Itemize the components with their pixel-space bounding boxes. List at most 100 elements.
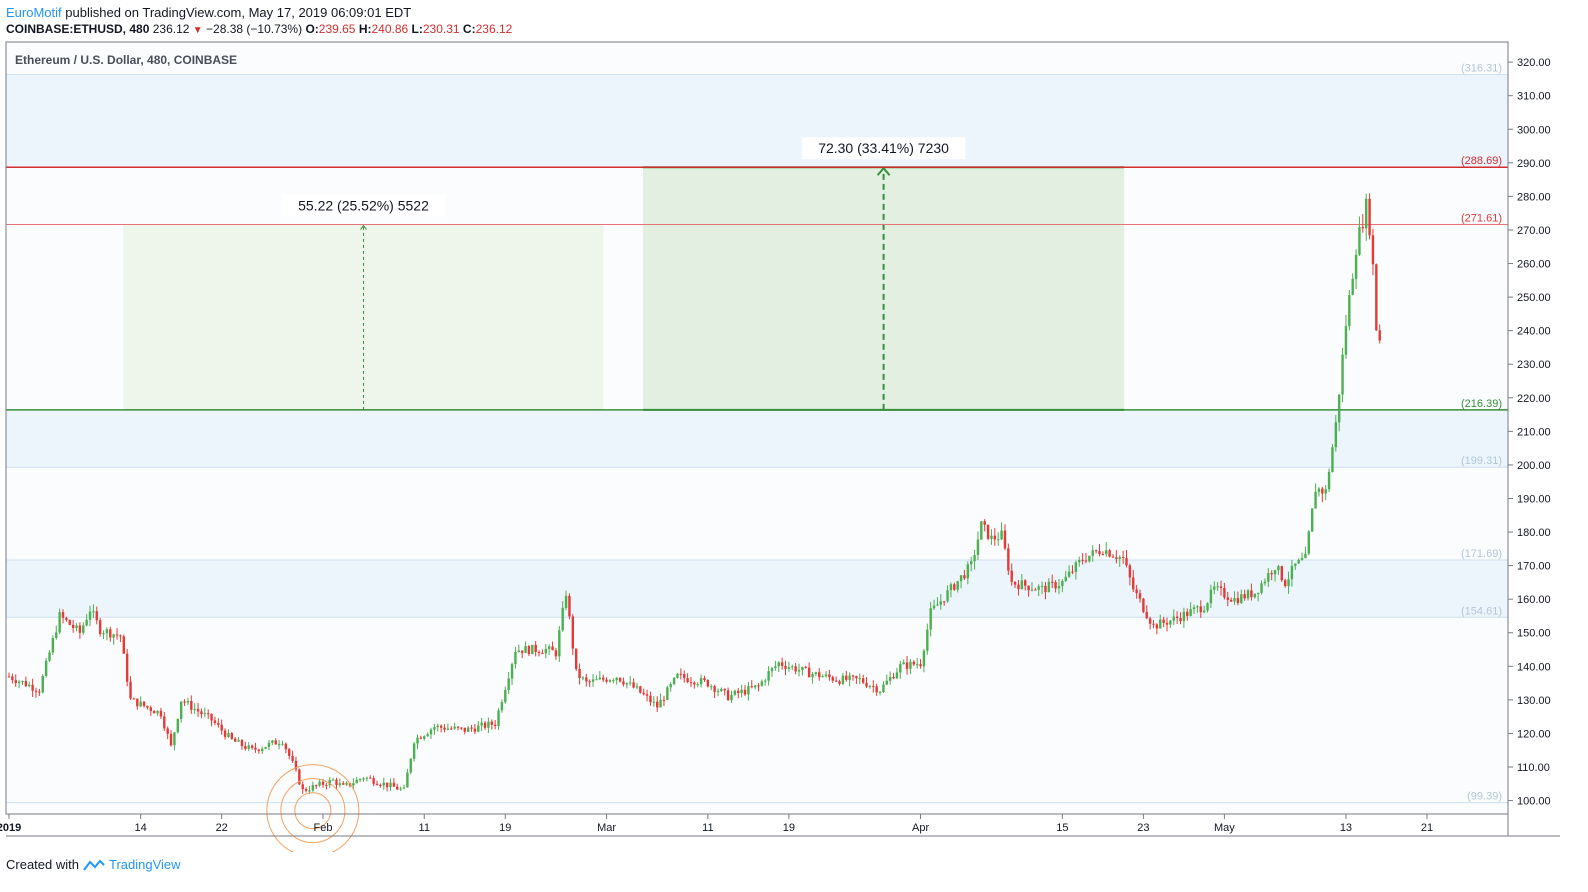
cycle-circle bbox=[280, 778, 346, 844]
candle-body bbox=[379, 784, 382, 786]
candle-body bbox=[1148, 618, 1152, 624]
tradingview-brand[interactable]: TradingView bbox=[108, 857, 181, 872]
candle-body bbox=[541, 653, 544, 655]
candle-body bbox=[652, 701, 656, 703]
candle-body bbox=[1044, 585, 1047, 593]
price-chart[interactable]: 55.22 (25.52%) 5522 72.30 (33.41%) 7230 (3… bbox=[0, 40, 1588, 852]
level-label: (154.61) bbox=[1461, 605, 1502, 617]
candle-body bbox=[531, 644, 534, 655]
level-label: (271.61) bbox=[1461, 213, 1502, 225]
candle-body bbox=[426, 734, 429, 737]
candle-body bbox=[942, 601, 946, 603]
candle-body bbox=[726, 690, 730, 701]
candle-body bbox=[419, 737, 423, 739]
candle-body bbox=[936, 604, 939, 606]
candle-body bbox=[210, 713, 213, 721]
tradingview-logo-icon bbox=[83, 859, 105, 871]
candle-body bbox=[291, 755, 294, 761]
candle-body bbox=[1246, 590, 1250, 599]
candle-body bbox=[632, 682, 635, 688]
candle-body bbox=[777, 662, 780, 667]
x-tick-label: Mar bbox=[597, 822, 616, 834]
candle-body bbox=[328, 779, 331, 786]
level-label: (171.69) bbox=[1461, 548, 1502, 560]
candle-body bbox=[446, 728, 450, 730]
candle-body bbox=[1078, 559, 1081, 563]
candle-body bbox=[946, 590, 949, 602]
candle-body bbox=[1071, 571, 1074, 573]
candle-body bbox=[14, 680, 17, 684]
candle-body bbox=[206, 713, 210, 715]
candle-body bbox=[483, 722, 487, 728]
candle-body bbox=[1243, 594, 1246, 599]
candle-body bbox=[1159, 619, 1162, 629]
measure-label: 55.22 (25.52%) 5522 bbox=[298, 198, 429, 214]
candle-body bbox=[770, 667, 774, 672]
candle-body bbox=[1027, 585, 1030, 591]
candle-body bbox=[669, 683, 672, 688]
candle-body bbox=[710, 686, 713, 688]
y-tick-label: 210.00 bbox=[1517, 426, 1551, 438]
candle-body bbox=[969, 561, 973, 565]
candle-body bbox=[490, 721, 493, 725]
candle-body bbox=[318, 781, 321, 786]
candle-body bbox=[524, 646, 527, 653]
candle-body bbox=[922, 650, 926, 667]
author-name[interactable]: EuroMotif bbox=[6, 5, 62, 20]
candle-body bbox=[227, 733, 230, 737]
candle-body bbox=[993, 535, 997, 540]
candle-body bbox=[92, 611, 95, 613]
candle-body bbox=[706, 680, 710, 687]
candle-body bbox=[1007, 548, 1010, 571]
y-tick-label: 100.00 bbox=[1517, 796, 1551, 808]
candle-body bbox=[385, 782, 389, 788]
candle-body bbox=[666, 687, 669, 700]
candle-body bbox=[261, 748, 264, 752]
candle-body bbox=[1253, 593, 1256, 598]
candle-body bbox=[119, 635, 122, 637]
candle-body bbox=[358, 779, 362, 781]
candle-body bbox=[1101, 554, 1105, 556]
candle-body bbox=[1314, 491, 1317, 509]
candle-body bbox=[554, 650, 558, 657]
candle-body bbox=[186, 700, 190, 703]
candle-body bbox=[217, 722, 220, 725]
candle-body bbox=[450, 728, 453, 730]
x-tick-label: 14 bbox=[135, 822, 147, 834]
candle-body bbox=[899, 664, 902, 673]
candle-body bbox=[355, 779, 358, 784]
candle-body bbox=[672, 677, 676, 684]
candle-body bbox=[1138, 593, 1142, 599]
candle-body bbox=[574, 648, 578, 670]
candle-body bbox=[625, 683, 629, 685]
footer: Created with TradingView bbox=[6, 857, 181, 872]
candle-body bbox=[1270, 573, 1273, 575]
candle-body bbox=[1010, 570, 1013, 582]
candle-body bbox=[493, 724, 497, 726]
candle-body bbox=[55, 632, 58, 638]
candle-body bbox=[571, 616, 575, 649]
candle-body bbox=[1057, 586, 1061, 589]
candle-body bbox=[1105, 550, 1108, 555]
candle-body bbox=[105, 629, 109, 634]
x-tick-label: 13 bbox=[1340, 822, 1352, 834]
x-tick-label: Apr bbox=[912, 822, 929, 834]
candle-body bbox=[868, 686, 872, 688]
candle-body bbox=[193, 708, 196, 710]
candle-body bbox=[1017, 584, 1020, 590]
candle-body bbox=[1162, 619, 1165, 623]
candle-body bbox=[146, 705, 149, 708]
measure-label-bg bbox=[801, 137, 966, 160]
candle-body bbox=[956, 581, 959, 590]
candle-body bbox=[1283, 580, 1287, 587]
candle-body bbox=[767, 671, 770, 681]
publish-line: EuroMotif published on TradingView.com, … bbox=[6, 5, 411, 20]
candle-body bbox=[122, 636, 125, 654]
candle-body bbox=[281, 743, 284, 745]
candle-body bbox=[389, 782, 392, 788]
candle-body bbox=[402, 787, 406, 789]
candle-body bbox=[595, 679, 598, 681]
candle-body bbox=[48, 652, 51, 661]
candle-body bbox=[156, 710, 159, 714]
candle-body bbox=[115, 634, 119, 636]
